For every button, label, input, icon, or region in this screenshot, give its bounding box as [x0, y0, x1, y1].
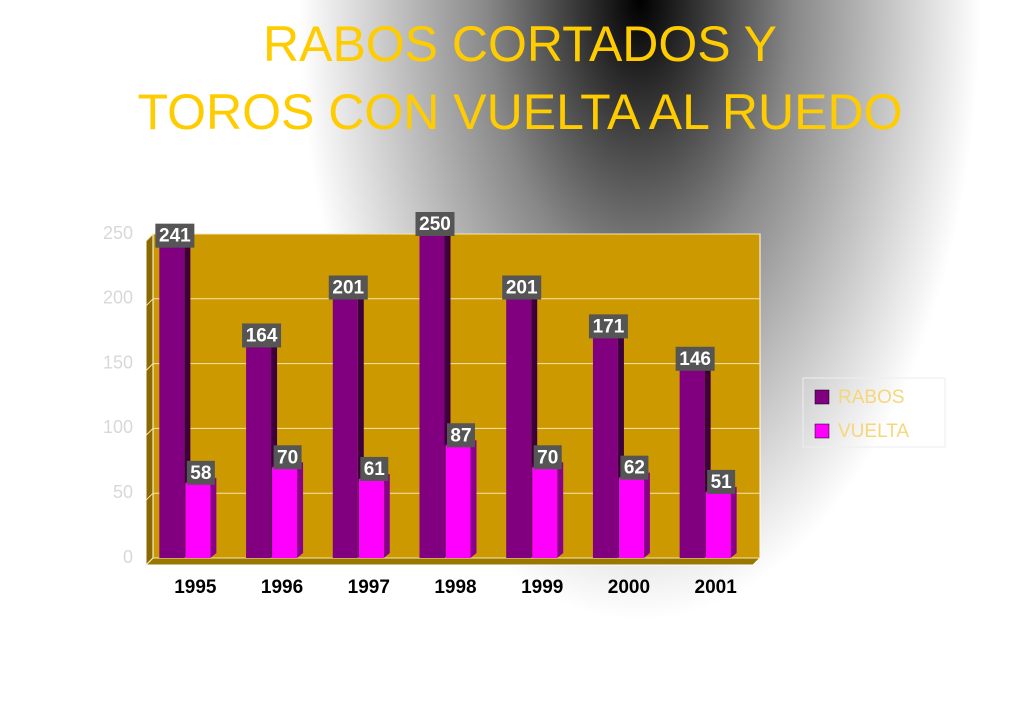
chart-title: TOROS CON VUELTA AL RUEDO [138, 84, 903, 140]
x-tick-label: 1996 [261, 577, 303, 598]
x-tick-label: 1999 [521, 577, 563, 598]
data-label: 241 [159, 226, 191, 247]
data-label-box [533, 445, 562, 470]
legend-box [802, 377, 946, 448]
data-label-box [415, 212, 455, 236]
data-label: 61 [364, 459, 386, 480]
x-tick-label: 2000 [608, 577, 650, 598]
data-label: 201 [506, 278, 538, 299]
y-tick-label: 50 [113, 482, 133, 502]
bar-side [383, 473, 390, 558]
bar [506, 297, 532, 558]
legend-label: VUELTA [838, 421, 909, 442]
x-tick-label: 1998 [434, 577, 476, 598]
x-tick-label: 2001 [695, 577, 738, 598]
data-label: 201 [332, 278, 364, 299]
legend-swatch [814, 389, 830, 405]
bar [532, 467, 558, 558]
data-label-box [620, 455, 649, 480]
bar [592, 336, 618, 558]
data-label: 164 [246, 325, 278, 346]
data-label-box [502, 275, 542, 300]
y-tick-label: 100 [103, 417, 133, 437]
data-label: 70 [277, 447, 298, 468]
legend-label: RABOS [838, 387, 905, 408]
bar-side [210, 477, 217, 558]
bar [185, 482, 211, 558]
data-label: 146 [679, 349, 711, 370]
grid-line-side [145, 428, 154, 436]
data-label-box [588, 314, 628, 339]
bar-side [643, 472, 650, 558]
bar [332, 297, 358, 558]
data-label-box [273, 445, 302, 470]
y-tick-label: 250 [103, 223, 133, 243]
legend-swatch [814, 423, 830, 439]
grid-line-side [145, 298, 154, 307]
y-tick-label: 200 [103, 288, 133, 308]
bar [445, 445, 471, 558]
data-label-box [707, 469, 736, 494]
data-label: 62 [624, 458, 645, 479]
chart-title: RABOS CORTADOS Y [263, 16, 777, 72]
data-label-box [155, 223, 195, 248]
data-label-box [186, 460, 215, 485]
data-label: 171 [593, 316, 625, 337]
grid-line-side [145, 363, 154, 371]
bar-side [470, 440, 477, 558]
bar [272, 467, 298, 558]
data-label: 250 [419, 214, 451, 235]
bar [679, 368, 705, 558]
bar [358, 478, 384, 558]
y-tick-label: 150 [103, 352, 133, 372]
plot-floor [144, 557, 762, 566]
bar [159, 245, 185, 558]
grid-line-side [145, 233, 154, 242]
plot-side-wall [145, 232, 154, 567]
y-tick-label: 0 [123, 547, 133, 567]
x-tick-label: 1997 [348, 577, 390, 598]
bar [419, 234, 445, 558]
x-tick-label: 1995 [174, 577, 217, 598]
data-label-box [447, 423, 475, 448]
data-label-box [675, 346, 715, 371]
bar-side [557, 462, 564, 558]
grid-line-side [145, 492, 154, 501]
bar [705, 491, 731, 558]
data-label: 87 [450, 425, 471, 446]
bar [246, 345, 272, 558]
data-label-box [242, 323, 282, 348]
bar [618, 477, 644, 558]
data-label: 51 [711, 472, 733, 493]
bar-side [730, 486, 737, 558]
bar-side [297, 462, 304, 558]
data-label-box [328, 275, 368, 300]
data-label: 58 [190, 463, 211, 484]
data-label-box [360, 456, 389, 481]
grid-line-side [145, 557, 154, 566]
data-label: 70 [537, 447, 558, 468]
